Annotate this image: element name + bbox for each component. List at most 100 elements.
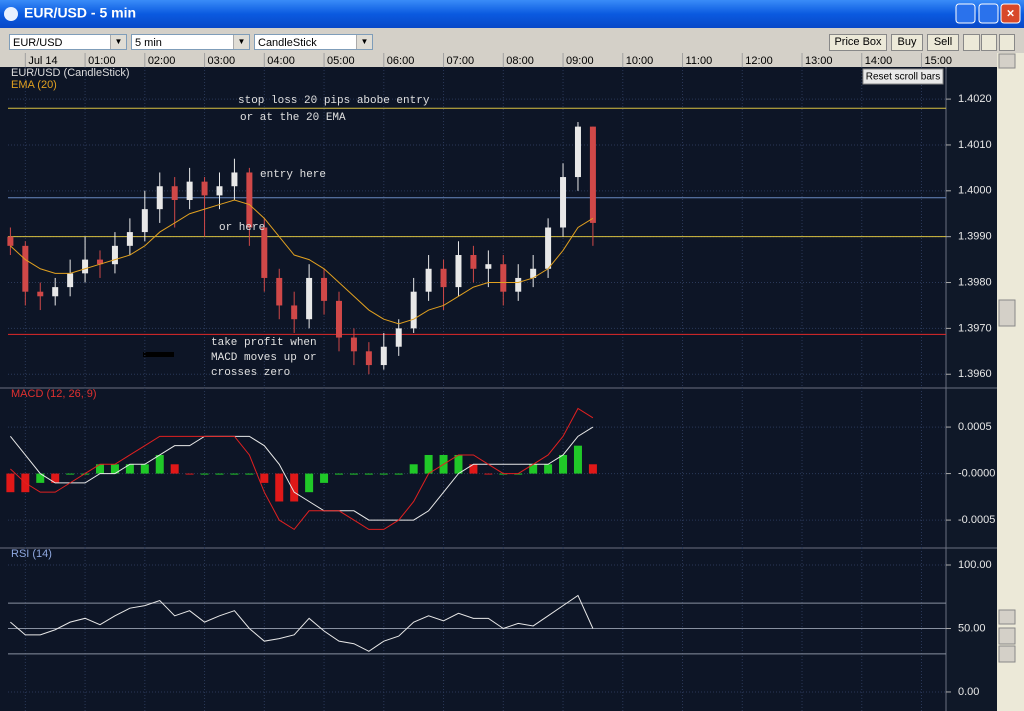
buy-button[interactable]: Buy bbox=[891, 34, 923, 51]
y-tick-label: 1.3970 bbox=[958, 322, 992, 334]
symbol: EUR/USD bbox=[13, 37, 63, 49]
histogram-bar bbox=[125, 464, 134, 474]
histogram-bar bbox=[6, 473, 15, 493]
window-title: EUR/USD - 5 min bbox=[24, 5, 136, 21]
histogram-bar bbox=[349, 473, 358, 475]
histogram-bar bbox=[573, 445, 582, 474]
chart-type-select[interactable]: CandleStick ▼ bbox=[254, 34, 373, 50]
candle-body bbox=[410, 291, 417, 329]
histogram-bar bbox=[140, 464, 149, 474]
price-box-button[interactable]: Price Box bbox=[829, 34, 887, 51]
candle-body bbox=[37, 291, 44, 297]
macd-line bbox=[10, 407, 594, 531]
scrollbar[interactable] bbox=[997, 53, 1024, 711]
close-button[interactable] bbox=[1000, 3, 1021, 24]
candle-body bbox=[201, 181, 208, 196]
annotation: stop loss 20 pips abobe entry bbox=[238, 95, 430, 107]
time-label: 07:00 bbox=[447, 55, 475, 67]
time-label: 09:00 bbox=[566, 55, 594, 67]
histogram-bar bbox=[36, 473, 45, 483]
histogram-bar bbox=[185, 473, 194, 475]
time-label: 10:00 bbox=[626, 55, 654, 67]
candle-body bbox=[306, 277, 313, 320]
candle-body bbox=[231, 172, 238, 187]
annotation: or at the 20 EMA bbox=[240, 112, 346, 124]
candle-body bbox=[126, 232, 133, 246]
chart-type: CandleStick bbox=[258, 37, 317, 49]
annotation: crosses zero bbox=[211, 367, 290, 379]
candle-body bbox=[395, 328, 402, 347]
annotation: take profit when bbox=[211, 337, 317, 349]
candle-body bbox=[246, 172, 253, 228]
candle-body bbox=[589, 126, 596, 223]
histogram-bar bbox=[379, 473, 388, 475]
histogram-bar bbox=[559, 454, 568, 474]
title-bar bbox=[0, 0, 1024, 28]
histogram-bar bbox=[424, 454, 433, 474]
scroll-down[interactable] bbox=[998, 609, 1016, 625]
app-icon bbox=[4, 7, 18, 21]
histogram-bar bbox=[215, 473, 224, 475]
time-label: 03:00 bbox=[208, 55, 236, 67]
zoom-in[interactable] bbox=[998, 627, 1016, 645]
restore-button[interactable] bbox=[978, 3, 999, 24]
histogram-bar bbox=[110, 464, 119, 474]
bars-tool[interactable] bbox=[963, 34, 980, 51]
time-axis bbox=[0, 53, 997, 67]
candle-body bbox=[97, 259, 104, 265]
y-tick-label: 1.3960 bbox=[958, 368, 992, 380]
histogram-bar bbox=[66, 473, 75, 475]
chart-area bbox=[0, 67, 997, 711]
candle-body bbox=[111, 245, 118, 265]
histogram-bar bbox=[394, 473, 403, 475]
y-tick-label: 1.3980 bbox=[958, 276, 992, 288]
y-tick-label: -0.0005 bbox=[958, 514, 995, 526]
histogram-bar bbox=[305, 473, 314, 493]
symbol-select[interactable]: EUR/USD ▼ bbox=[9, 34, 127, 50]
scroll-up[interactable] bbox=[998, 53, 1016, 69]
y-tick-label: 1.4020 bbox=[958, 93, 992, 105]
pane-title: EUR/USD (CandleStick) bbox=[11, 67, 130, 79]
reset-scroll-button[interactable] bbox=[862, 68, 944, 85]
y-tick-label: 1.3990 bbox=[958, 231, 992, 243]
interval-select[interactable]: 5 min ▼ bbox=[131, 34, 250, 50]
histogram-bar bbox=[320, 473, 329, 483]
price-axis bbox=[946, 67, 997, 711]
candle-body bbox=[530, 268, 537, 278]
close-x: × bbox=[1007, 5, 1015, 20]
candle-body bbox=[156, 186, 163, 210]
time-label: 13:00 bbox=[805, 55, 833, 67]
candle-body bbox=[425, 268, 432, 292]
time-label: 08:00 bbox=[506, 55, 534, 67]
signal-line bbox=[9, 426, 594, 521]
candle-body bbox=[321, 277, 328, 301]
histogram-bar bbox=[529, 464, 538, 474]
candle-body bbox=[261, 227, 268, 278]
tool[interactable] bbox=[999, 34, 1015, 51]
time-label: 02:00 bbox=[148, 55, 176, 67]
ema-line bbox=[10, 199, 594, 325]
time-label: 05:00 bbox=[327, 55, 355, 67]
scroll-thumb[interactable] bbox=[998, 299, 1016, 327]
candle-body bbox=[335, 300, 342, 338]
histogram-bar bbox=[484, 473, 493, 475]
sell-button[interactable]: Sell bbox=[927, 34, 959, 51]
candle-body bbox=[470, 255, 477, 269]
time-label: 06:00 bbox=[387, 55, 415, 67]
histogram-bar bbox=[96, 464, 105, 474]
candle-body bbox=[350, 337, 357, 352]
y-tick-label: 50.00 bbox=[958, 622, 986, 634]
time-label: 12:00 bbox=[745, 55, 773, 67]
draw-tool[interactable] bbox=[981, 34, 997, 51]
candle-body bbox=[545, 227, 552, 269]
time-label: 14:00 bbox=[865, 55, 893, 67]
pane-title: MACD (12, 26, 9) bbox=[11, 388, 97, 400]
histogram-bar bbox=[544, 464, 553, 474]
histogram-bar bbox=[588, 464, 597, 474]
histogram-bar bbox=[170, 464, 179, 474]
histogram-bar bbox=[260, 473, 269, 483]
annotation: entry here bbox=[260, 169, 326, 181]
zoom-out[interactable] bbox=[998, 645, 1016, 663]
minimize-button[interactable] bbox=[955, 3, 976, 24]
